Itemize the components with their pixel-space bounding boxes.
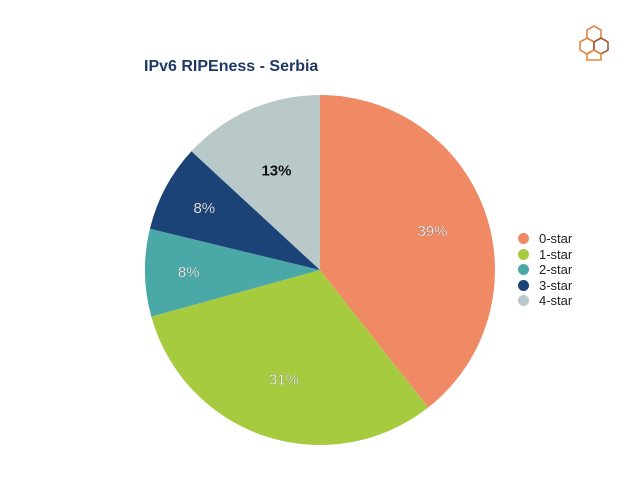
data-label-4-star: 13% [261, 163, 291, 180]
data-label-1-star: 31% [269, 372, 299, 389]
pie-slice-0-star [320, 95, 496, 408]
legend-item-4-star: 4-star [518, 293, 572, 309]
legend-label: 0-star [539, 231, 573, 247]
data-label-0-star: 39% [417, 223, 447, 240]
pie-slice-3-star [149, 151, 320, 270]
legend-item-1-star: 1-star [518, 247, 572, 263]
legend-swatch-0-star [518, 233, 529, 245]
legend-label: 3-star [539, 277, 573, 293]
legend-item-0-star: 0-star [518, 231, 572, 247]
pie-slice-1-star [151, 270, 429, 445]
legend-item-3-star: 3-star [518, 278, 572, 294]
logo-hexagon-bottom [586, 49, 602, 61]
chart-title: IPv6 RIPEness - Serbia [144, 58, 319, 75]
legend-label: 1-star [539, 246, 573, 262]
legend-swatch-4-star [518, 295, 529, 307]
legend-item-2-star: 2-star [518, 262, 572, 278]
pie-slice-2-star [144, 228, 320, 317]
legend-label: 2-star [539, 262, 573, 278]
data-label-3-star: 8% [193, 200, 215, 217]
legend-swatch-2-star [518, 264, 529, 276]
legend-swatch-1-star [518, 248, 529, 260]
pie-slice-4-star [191, 95, 320, 270]
data-label-2-star: 8% [178, 264, 200, 281]
chart-legend: 0-star 1-star 2-star 3-star 4-star [518, 231, 572, 309]
legend-swatch-3-star [518, 279, 529, 291]
legend-label: 4-star [539, 293, 573, 309]
ripe-ncc-logo-icon [579, 25, 609, 61]
